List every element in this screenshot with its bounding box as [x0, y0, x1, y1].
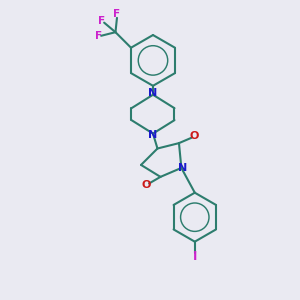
Text: F: F [98, 16, 105, 26]
Text: F: F [113, 9, 121, 19]
Text: F: F [94, 31, 102, 41]
Text: O: O [141, 180, 151, 190]
Text: N: N [178, 163, 188, 173]
Text: I: I [193, 250, 197, 263]
Text: N: N [148, 130, 158, 140]
Text: O: O [190, 131, 199, 141]
Text: N: N [148, 88, 158, 98]
